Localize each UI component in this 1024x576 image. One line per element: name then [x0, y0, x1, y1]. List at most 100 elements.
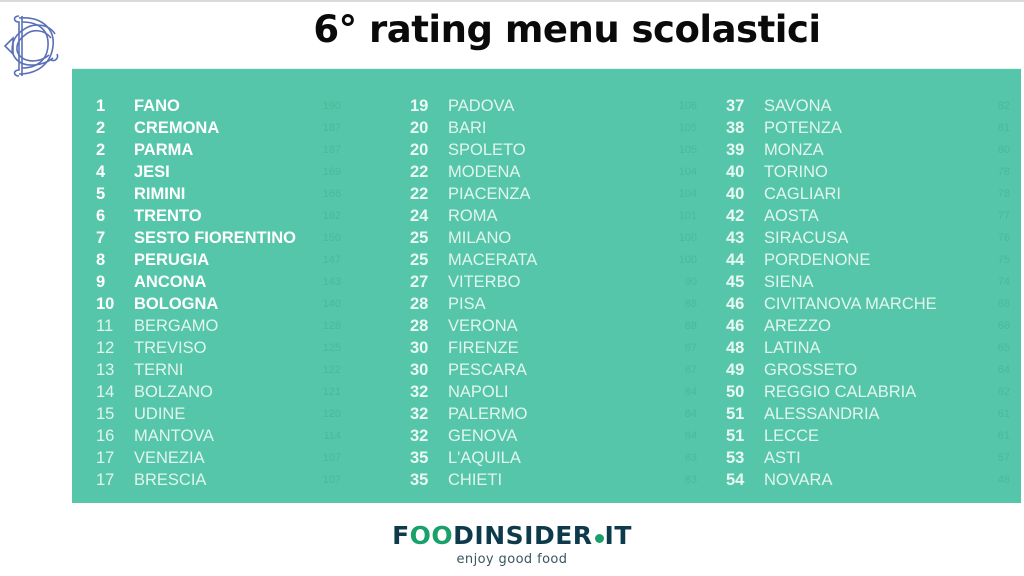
city-name: UDINE: [134, 405, 186, 423]
score: 82: [997, 100, 1010, 112]
rank: 32: [410, 427, 429, 445]
city-name: BOLOGNA: [134, 295, 219, 313]
city-name: BERGAMO: [134, 317, 219, 335]
score: 83: [684, 452, 697, 464]
rank: 43: [726, 229, 745, 247]
rank: 8: [96, 251, 106, 269]
city-name: MACERATA: [448, 251, 538, 269]
rank: 24: [410, 207, 429, 225]
score: 187: [322, 122, 341, 134]
score: 122: [322, 364, 341, 376]
city-name: CHIETI: [448, 471, 503, 489]
ranking-row: 12 TREVISO 125: [96, 337, 371, 359]
city-name: FANO: [134, 97, 180, 115]
ranking-row: 2 CREMONA 187: [96, 117, 371, 139]
city-name: CREMONA: [134, 119, 220, 137]
score: 61: [997, 430, 1010, 442]
ranking-row: 4 JESI 169: [96, 161, 371, 183]
city-name: MONZA: [764, 141, 824, 159]
score: 190: [322, 100, 341, 112]
score: 80: [997, 144, 1010, 156]
rank: 40: [726, 185, 745, 203]
rank: 50: [726, 383, 745, 401]
score: 147: [322, 254, 341, 266]
ranking-row: 39 MONZA 80: [726, 139, 1016, 161]
brand-green-letters: OO: [409, 521, 454, 550]
score: 84: [684, 430, 697, 442]
rank: 53: [726, 449, 745, 467]
city-name: ROMA: [448, 207, 498, 225]
city-name: ANCONA: [134, 273, 207, 291]
ranking-row: 7 SESTO FIORENTINO 150: [96, 227, 371, 249]
rank: 2: [96, 119, 106, 137]
score: 100: [678, 254, 697, 266]
rank: 30: [410, 339, 429, 357]
city-name: NOVARA: [764, 471, 833, 489]
score: 88: [684, 298, 697, 310]
city-name: BOLZANO: [134, 383, 213, 401]
score: 77: [997, 210, 1010, 222]
ranking-row: 32 NAPOLI 84: [410, 381, 710, 403]
brand-tagline: enjoy good food: [456, 552, 568, 567]
ranking-row: 28 VERONA 88: [410, 315, 710, 337]
city-name: TREVISO: [134, 339, 207, 357]
rank: 27: [410, 273, 429, 291]
rank: 37: [726, 97, 745, 115]
city-name: AOSTA: [764, 207, 819, 225]
ranking-row: 35 L'AQUILA 83: [410, 447, 710, 469]
score: 114: [323, 430, 341, 442]
city-name: AREZZO: [764, 317, 831, 335]
rank: 14: [96, 383, 115, 401]
ranking-row: 15 UDINE 120: [96, 403, 371, 425]
rank: 44: [726, 251, 745, 269]
ranking-row: 30 FIRENZE 87: [410, 337, 710, 359]
city-name: GROSSETO: [764, 361, 858, 379]
ranking-row: 13 TERNI 122: [96, 359, 371, 381]
city-name: VITERBO: [448, 273, 521, 291]
ranking-column-3: 37 SAVONA 82 38 POTENZA 81 39 MONZA 80 40 TORIN…: [726, 95, 1016, 491]
rank: 40: [726, 163, 745, 181]
city-name: PIACENZA: [448, 185, 531, 203]
score: 143: [322, 276, 341, 288]
rank: 25: [410, 251, 429, 269]
ranking-row: 30 PESCARA 87: [410, 359, 710, 381]
score: 57: [997, 452, 1010, 464]
score: 68: [997, 320, 1010, 332]
ranking-row: 40 TORINO 78: [726, 161, 1016, 183]
city-name: JESI: [134, 163, 170, 181]
city-name: L'AQUILA: [448, 449, 521, 467]
score: 162: [322, 210, 341, 222]
rank: 15: [96, 405, 115, 423]
city-name: PESCARA: [448, 361, 527, 379]
score: 187: [322, 144, 341, 156]
ranking-row: 22 MODENA 104: [410, 161, 710, 183]
score: 78: [997, 188, 1010, 200]
rank: 7: [96, 229, 106, 247]
ranking-row: 14 BOLZANO 121: [96, 381, 371, 403]
city-name: BRESCIA: [134, 471, 207, 489]
ranking-row: 51 LECCE 61: [726, 425, 1016, 447]
score: 84: [684, 408, 697, 420]
score: 68: [997, 298, 1010, 310]
ranking-column-2: 19 PADOVA 106 20 BARI 105 20 SPOLETO 105 22 MOD…: [410, 95, 710, 491]
score: 84: [684, 386, 697, 398]
rank: 20: [410, 119, 429, 137]
city-name: PARMA: [134, 141, 194, 159]
city-name: ALESSANDRIA: [764, 405, 880, 423]
city-name: CIVITANOVA MARCHE: [764, 295, 937, 313]
monogram-crest-icon: [3, 15, 59, 77]
ranking-row: 53 ASTI 57: [726, 447, 1016, 469]
rank: 4: [96, 163, 106, 181]
rank: 51: [726, 427, 745, 445]
score: 128: [322, 320, 341, 332]
score: 83: [684, 474, 697, 486]
rank: 54: [726, 471, 745, 489]
city-name: VENEZIA: [134, 449, 205, 467]
ranking-row: 16 MANTOVA 114: [96, 425, 371, 447]
score: 106: [678, 100, 697, 112]
score: 104: [678, 166, 697, 178]
city-name: SIRACUSA: [764, 229, 849, 247]
score: 150: [322, 232, 341, 244]
brand-tld: IT: [604, 521, 632, 550]
ranking-row: 49 GROSSETO 64: [726, 359, 1016, 381]
